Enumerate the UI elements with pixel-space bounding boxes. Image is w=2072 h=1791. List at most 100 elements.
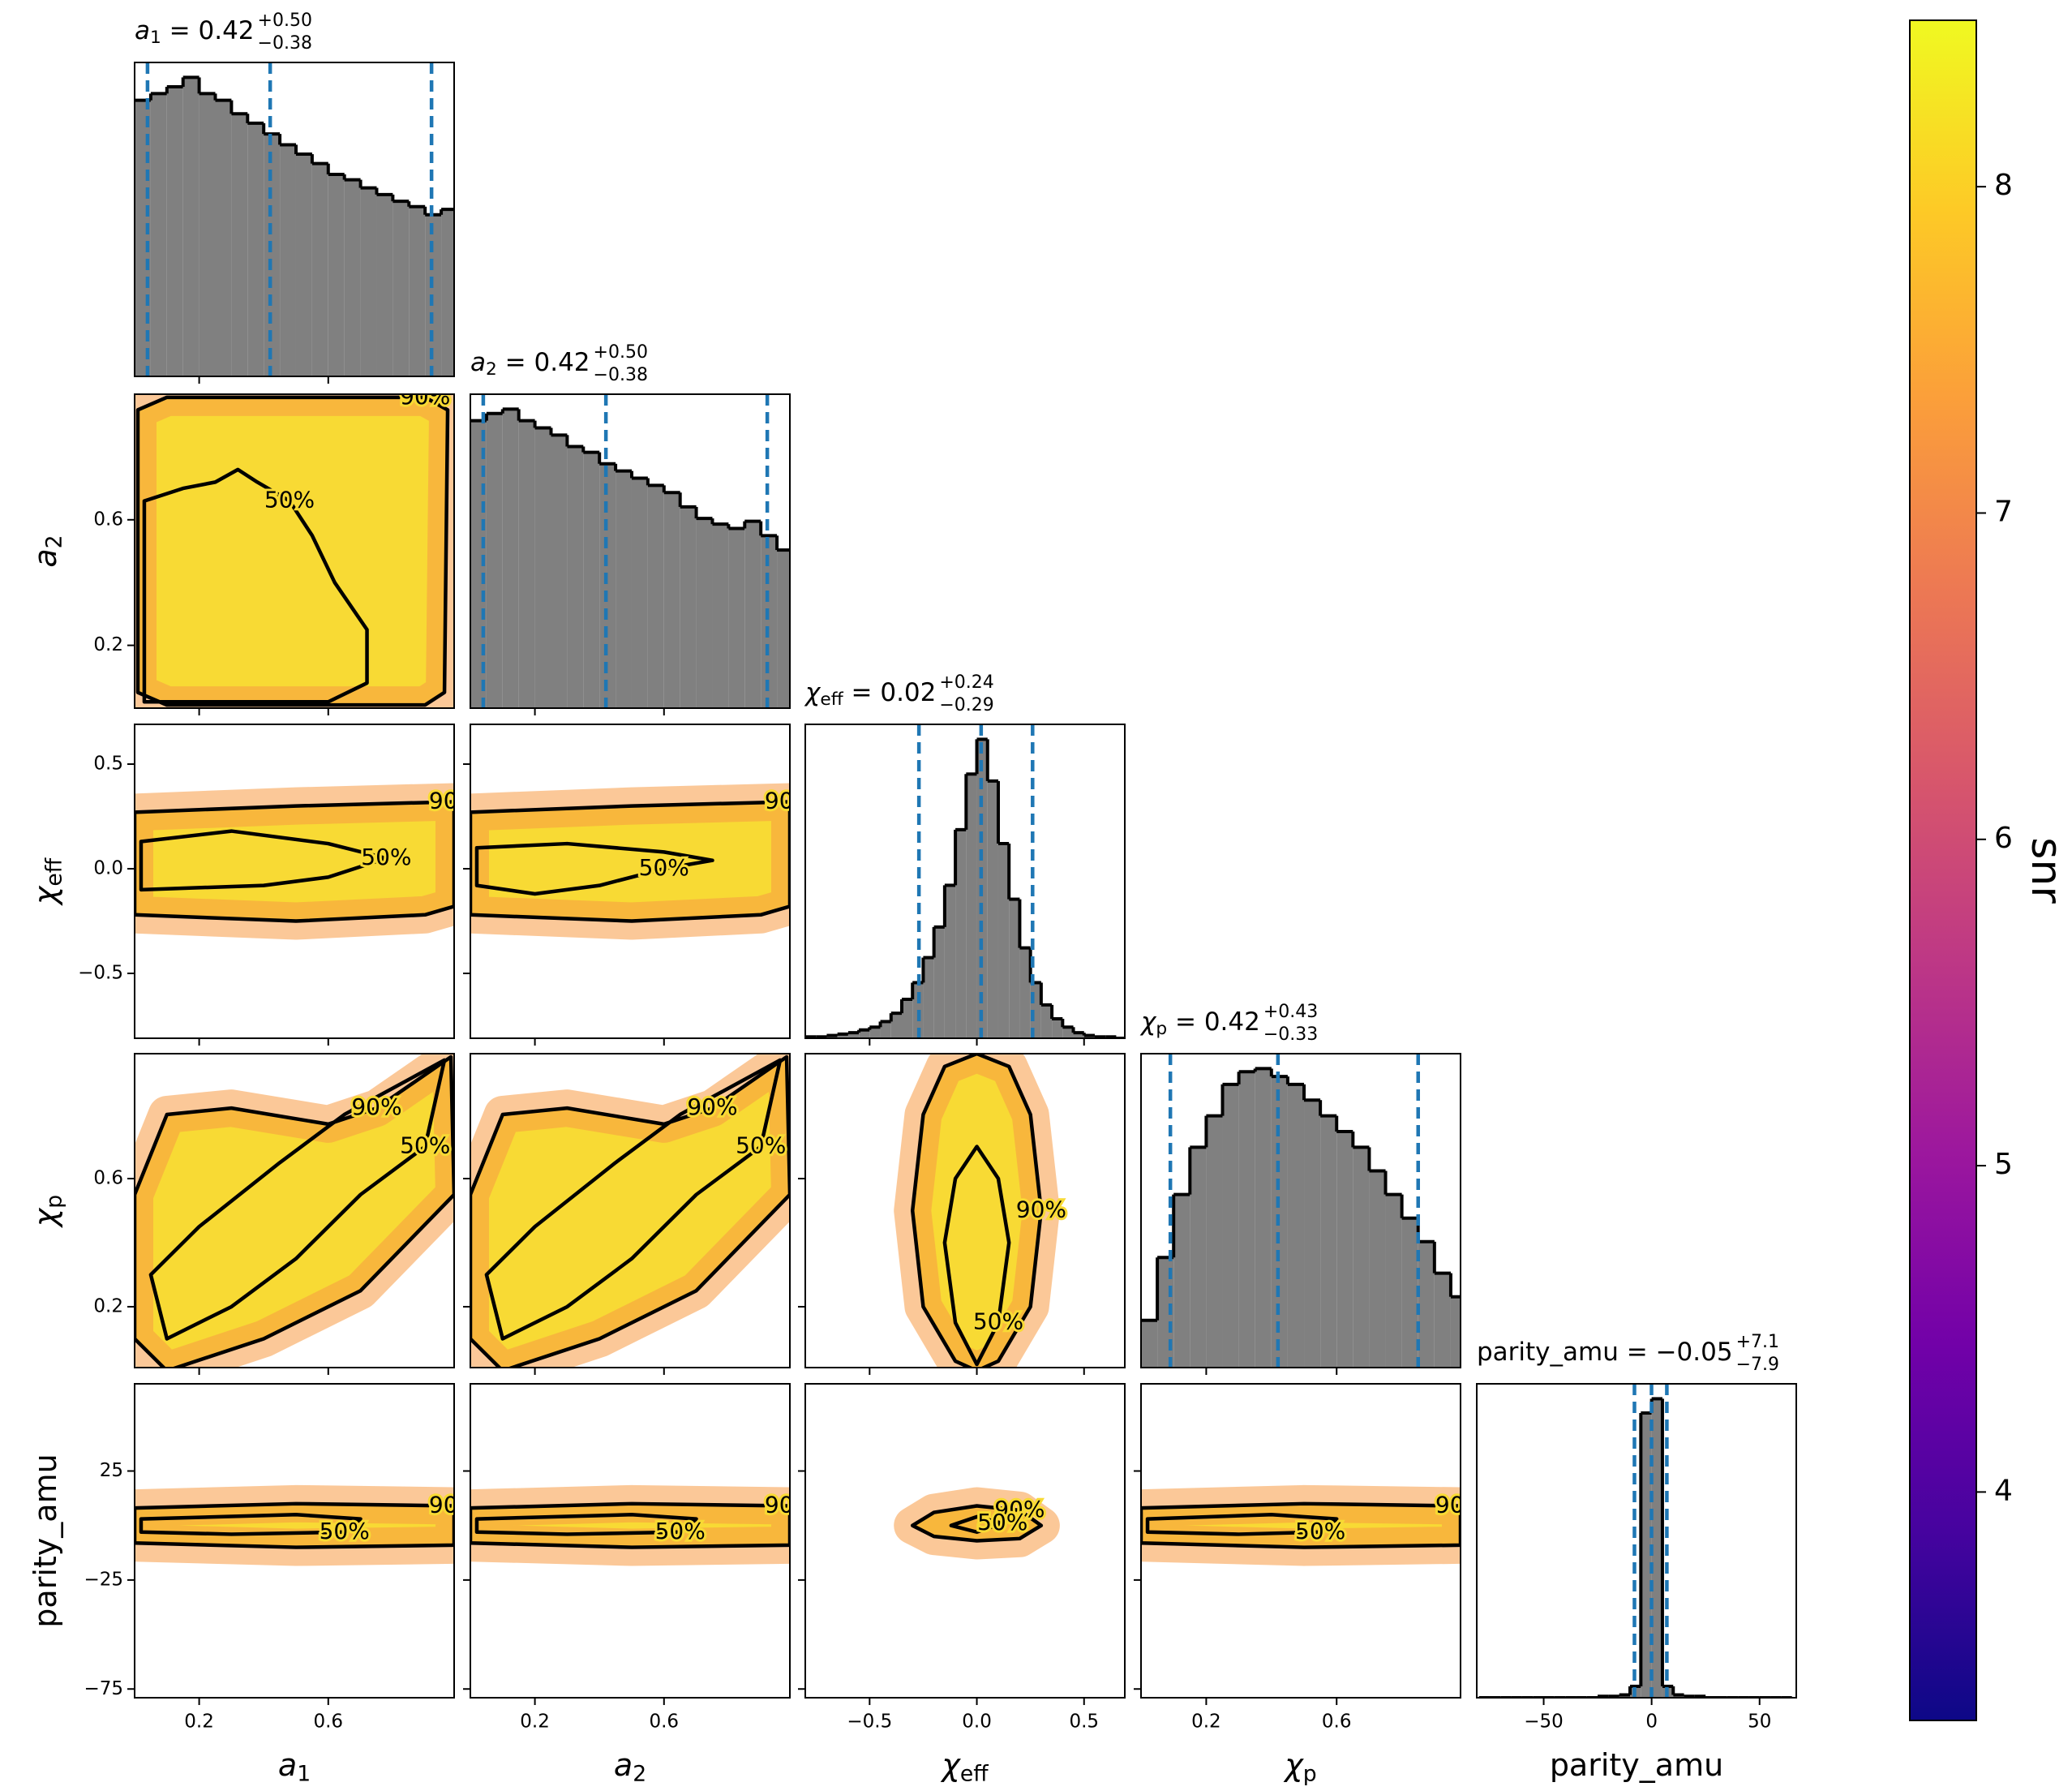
hist-bar [311,163,328,376]
hist-bar [1190,1147,1207,1368]
colorbar-tick-label: 8 [1994,169,2013,202]
hist-bar [150,93,167,376]
symbol: a [470,348,486,377]
hist-bar [1019,947,1031,1038]
symbol: parity_amu [1550,1747,1723,1783]
x-tick-label: 0 [1645,1712,1658,1733]
hist-bar [280,144,296,376]
x-axis-label: a1 [278,1747,311,1787]
contour [474,841,714,896]
hist-bar [502,409,519,708]
y-tick-label: 0.2 [93,634,123,655]
y-tick-label: 0.6 [93,509,123,530]
title-minus: −7.9 [1736,1355,1779,1375]
hist-bar [583,452,600,708]
hist-bar [1304,1100,1321,1368]
subscript: eff [41,857,66,886]
panel-title: χeff = 0.02 [804,678,936,710]
x-tick-label: 0.6 [1322,1712,1352,1733]
title-minus: −0.33 [1263,1024,1318,1045]
hist-bar [1287,1084,1305,1368]
contour-label: 90% [765,787,815,814]
panel-title: χp = 0.42 [1139,1007,1260,1039]
pair-panel: 90% 50% [470,783,815,940]
panel-title: a2 = 0.42 [470,348,590,380]
contour-label: 50% [264,487,315,513]
contour-label: 90% [765,1492,815,1518]
y-axis-label: χp [28,1195,67,1228]
colorbar-tick-label: 4 [1994,1474,2013,1507]
hist-bar [890,1013,902,1038]
panel-frame [470,724,791,1039]
contour [135,1054,454,1368]
subscript: eff [960,1761,989,1786]
hist-bar [944,885,956,1038]
panel-frame [134,1383,455,1699]
hist-bar [1320,1115,1337,1368]
title-minus: −0.29 [939,695,993,715]
pair-panel: 90%50% [135,1054,454,1368]
title-minus: −0.38 [594,365,648,385]
hist-bar [1255,1068,1272,1368]
hist-bar [1009,899,1020,1038]
subscript: p [41,1195,66,1209]
hist-bar [1073,1033,1084,1038]
panel-frame [470,393,791,709]
symbol: a [135,16,150,45]
panel-frame [134,1053,455,1368]
panel-frame [134,393,455,709]
hist-bar [631,478,648,708]
colorbar-tick-label: 5 [1994,1148,2013,1181]
x-tick-label: −0.5 [847,1712,892,1733]
symbol: a [614,1747,633,1783]
pair-panel: 90%50% [470,1054,790,1368]
contour [142,467,369,704]
hist-bar [567,446,584,708]
title-plus: +0.43 [1263,1002,1318,1022]
subscript: 2 [41,535,66,548]
contour-label: 90% [1016,1196,1066,1223]
panel-frame [1476,1383,1797,1699]
hist-bar [869,1027,881,1038]
panel-frame [804,1053,1126,1368]
panel-frame [470,1383,791,1699]
contour-label: 50% [320,1518,370,1544]
hist-bar [599,463,616,708]
contour-label: 50% [1295,1518,1345,1544]
hist-bar [1206,1115,1223,1368]
title-median: −0.05 [1656,1338,1733,1367]
y-tick-label: 0.2 [93,1295,123,1316]
y-tick-label: 0.5 [93,754,123,775]
contour-label: 90% [1435,1492,1486,1518]
contour-label: 50% [639,854,689,881]
title-median: = [1619,1338,1656,1367]
y-axis-label: a2 [28,535,67,567]
hist-bar [761,535,778,708]
histogram [470,394,790,708]
hist-bar [1450,1296,1461,1368]
hist-bar [551,435,568,708]
contour-label: 50% [361,844,411,870]
hist-bar [182,77,199,376]
contour [470,1054,790,1368]
x-axis-label: a2 [614,1747,646,1787]
contour [474,1513,698,1536]
hist-bar [1173,1194,1190,1368]
y-tick-label: −0.5 [78,963,123,984]
contour [910,1054,1044,1368]
hist-bar [1385,1194,1402,1368]
symbol: χ [1139,1007,1157,1037]
hist-bar [744,521,761,708]
symbol: a [278,1747,297,1783]
symbol: χ [940,1747,961,1783]
contour-label: 50% [973,1308,1023,1335]
title-median: = [1167,1007,1204,1037]
hist-bar [696,518,713,708]
hist-bar [264,134,281,376]
panel-frame [804,724,1126,1039]
contour [139,1513,362,1536]
x-axis-label: χp [1283,1747,1316,1787]
hist-bar [647,485,664,708]
hist-bar [663,492,680,708]
